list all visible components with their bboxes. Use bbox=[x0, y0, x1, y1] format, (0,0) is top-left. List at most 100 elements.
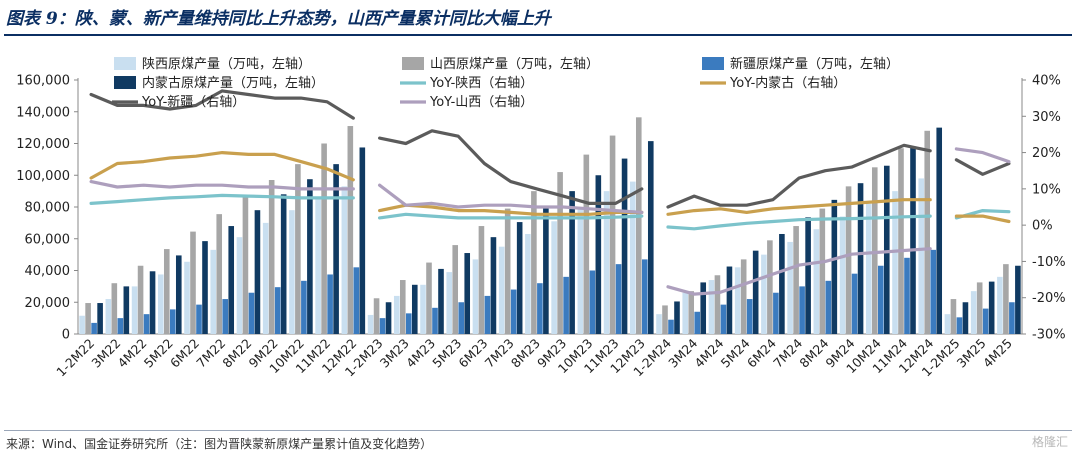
bar-shaanxi_bar bbox=[105, 299, 112, 334]
bar-neimenggu_bar bbox=[464, 253, 471, 334]
bar-xinjiang_bar bbox=[327, 274, 333, 334]
bar-xinjiang_bar bbox=[196, 304, 202, 334]
bar-shanxi_bar bbox=[924, 130, 931, 334]
x-tick-label: 5M23 bbox=[429, 336, 464, 371]
chart-title: 图表 9：陕、蒙、新产量维持同比上升态势，山西产量累计同比大幅上升 bbox=[6, 9, 551, 29]
footer-divider bbox=[4, 430, 1072, 431]
x-tick-label: 8M23 bbox=[508, 336, 543, 371]
bar-shanxi_bar bbox=[163, 249, 170, 334]
x-tick-label: 7M23 bbox=[482, 336, 517, 371]
bar-neimenggu_bar bbox=[385, 302, 392, 334]
line-yoy_xinjiang bbox=[954, 158, 1011, 176]
bar-shaanxi_bar bbox=[446, 272, 453, 334]
chart-canvas: 0 20,000 40,000 60,000 80,000 100,000 120,000 1… bbox=[16, 56, 1066, 379]
bar-xinjiang_bar bbox=[432, 307, 438, 334]
bar-shaanxi_bar bbox=[79, 315, 85, 334]
y-right-tick-label: -10% bbox=[1032, 255, 1066, 270]
y-right-tick-label: 10% bbox=[1032, 182, 1061, 197]
bar-shanxi_bar bbox=[609, 135, 616, 334]
y-left-tick-label: 40,000 bbox=[25, 264, 71, 279]
bar-xinjiang_bar bbox=[615, 264, 622, 334]
bar-shaanxi_bar bbox=[708, 280, 715, 334]
bar-neimenggu_bar bbox=[123, 286, 130, 335]
x-tick-label: 3M23 bbox=[377, 336, 412, 371]
bar-shaanxi_bar bbox=[603, 191, 610, 335]
bar-shaanxi_bar bbox=[734, 267, 741, 334]
bar-neimenggu_bar bbox=[254, 210, 261, 334]
y-left-tick-label: 0 bbox=[62, 328, 70, 343]
x-tick-label: 4M23 bbox=[403, 336, 438, 371]
bar-shanxi_bar bbox=[478, 226, 485, 334]
bar-shaanxi_bar bbox=[341, 186, 348, 334]
bar-shanxi_bar bbox=[714, 275, 721, 334]
x-tick-label: 7M24 bbox=[770, 335, 805, 370]
bar-shaanxi_bar bbox=[577, 207, 584, 334]
x-tick-label: 5M22 bbox=[141, 336, 176, 371]
x-tick-label: 6M22 bbox=[167, 336, 202, 371]
watermark: 格隆汇 bbox=[1031, 435, 1068, 449]
bar-shaanxi_bar bbox=[236, 237, 243, 334]
bar-shanxi_bar bbox=[662, 305, 668, 334]
legend-swatch-shanxi_bar bbox=[402, 57, 424, 70]
line-yoy_shanxi bbox=[954, 147, 1011, 164]
line-yoy_xinjiang bbox=[666, 143, 932, 209]
line-yoy_xinjiang bbox=[89, 89, 355, 120]
y-left-tick-label: 60,000 bbox=[25, 232, 71, 247]
bar-shanxi_bar bbox=[295, 164, 301, 334]
x-tick-label: 5M24 bbox=[718, 335, 753, 370]
bar-shanxi_bar bbox=[557, 172, 563, 334]
legend-label: YoY-陕西（右轴） bbox=[429, 76, 533, 91]
bar-neimenggu_bar bbox=[752, 250, 759, 334]
x-tick-label: 4M22 bbox=[115, 336, 150, 371]
bar-neimenggu_bar bbox=[779, 233, 785, 334]
bar-shaanxi_bar bbox=[839, 216, 846, 334]
y-right-tick-label: -20% bbox=[1032, 291, 1066, 306]
lines-layer bbox=[89, 89, 1011, 296]
bar-xinjiang_bar bbox=[117, 318, 124, 335]
line-yoy_neimenggu bbox=[954, 214, 1011, 224]
line-yoy_shaanxi bbox=[89, 193, 355, 205]
bar-shanxi_bar bbox=[793, 226, 799, 334]
bar-shanxi_bar bbox=[976, 282, 983, 334]
x-tick-label: 3M24 bbox=[665, 335, 700, 370]
bar-shaanxi_bar bbox=[131, 286, 138, 335]
bar-neimenggu_bar bbox=[883, 165, 890, 334]
bar-neimenggu_bar bbox=[149, 271, 156, 334]
bar-xinjiang_bar bbox=[458, 302, 465, 334]
x-tick-label: 8M24 bbox=[796, 335, 831, 370]
bar-xinjiang_bar bbox=[484, 295, 491, 334]
y-left-tick-label: 120,000 bbox=[16, 137, 70, 152]
legend: 陕西原煤产量（万吨，左轴） 山西原煤产量（万吨，左轴） 新疆原煤产量（万吨，左轴） 内… bbox=[112, 56, 899, 110]
bar-shaanxi_bar bbox=[472, 259, 479, 334]
bar-xinjiang_bar bbox=[143, 314, 150, 334]
bar-neimenggu_bar bbox=[307, 179, 313, 334]
legend-label: 山西原煤产量（万吨，左轴） bbox=[430, 57, 599, 72]
title-divider bbox=[4, 34, 1072, 36]
bars-layer bbox=[79, 117, 1021, 335]
bar-xinjiang_bar bbox=[825, 280, 832, 334]
bar-neimenggu_bar bbox=[333, 164, 339, 334]
bar-shanxi_bar bbox=[321, 143, 327, 334]
bar-shanxi_bar bbox=[190, 231, 196, 334]
bar-neimenggu_bar bbox=[1015, 265, 1021, 334]
y-right-tick-label: 30% bbox=[1032, 110, 1061, 125]
bar-shaanxi_bar bbox=[944, 314, 951, 334]
bar-shaanxi_bar bbox=[997, 276, 1003, 334]
y-right-tick-label: 20% bbox=[1032, 146, 1061, 161]
x-tick-label: 3M25 bbox=[954, 336, 989, 371]
bar-shanxi_bar bbox=[111, 283, 118, 334]
bar-shanxi_bar bbox=[452, 245, 459, 334]
y-right-tick-label: 0% bbox=[1032, 219, 1053, 234]
bar-xinjiang_bar bbox=[694, 311, 701, 334]
line-yoy_shanxi bbox=[89, 180, 355, 191]
x-tick-label: 6M24 bbox=[744, 335, 779, 370]
bar-shaanxi_bar bbox=[498, 246, 505, 334]
x-tick-label: 6M23 bbox=[455, 336, 490, 371]
bar-neimenggu_bar bbox=[831, 199, 838, 334]
bar-shanxi_bar bbox=[898, 148, 904, 334]
bar-xinjiang_bar bbox=[746, 299, 753, 334]
bar-shanxi_bar bbox=[347, 126, 354, 334]
bar-neimenggu_bar bbox=[228, 226, 235, 334]
bar-xinjiang_bar bbox=[720, 304, 727, 334]
bar-shanxi_bar bbox=[85, 303, 91, 334]
